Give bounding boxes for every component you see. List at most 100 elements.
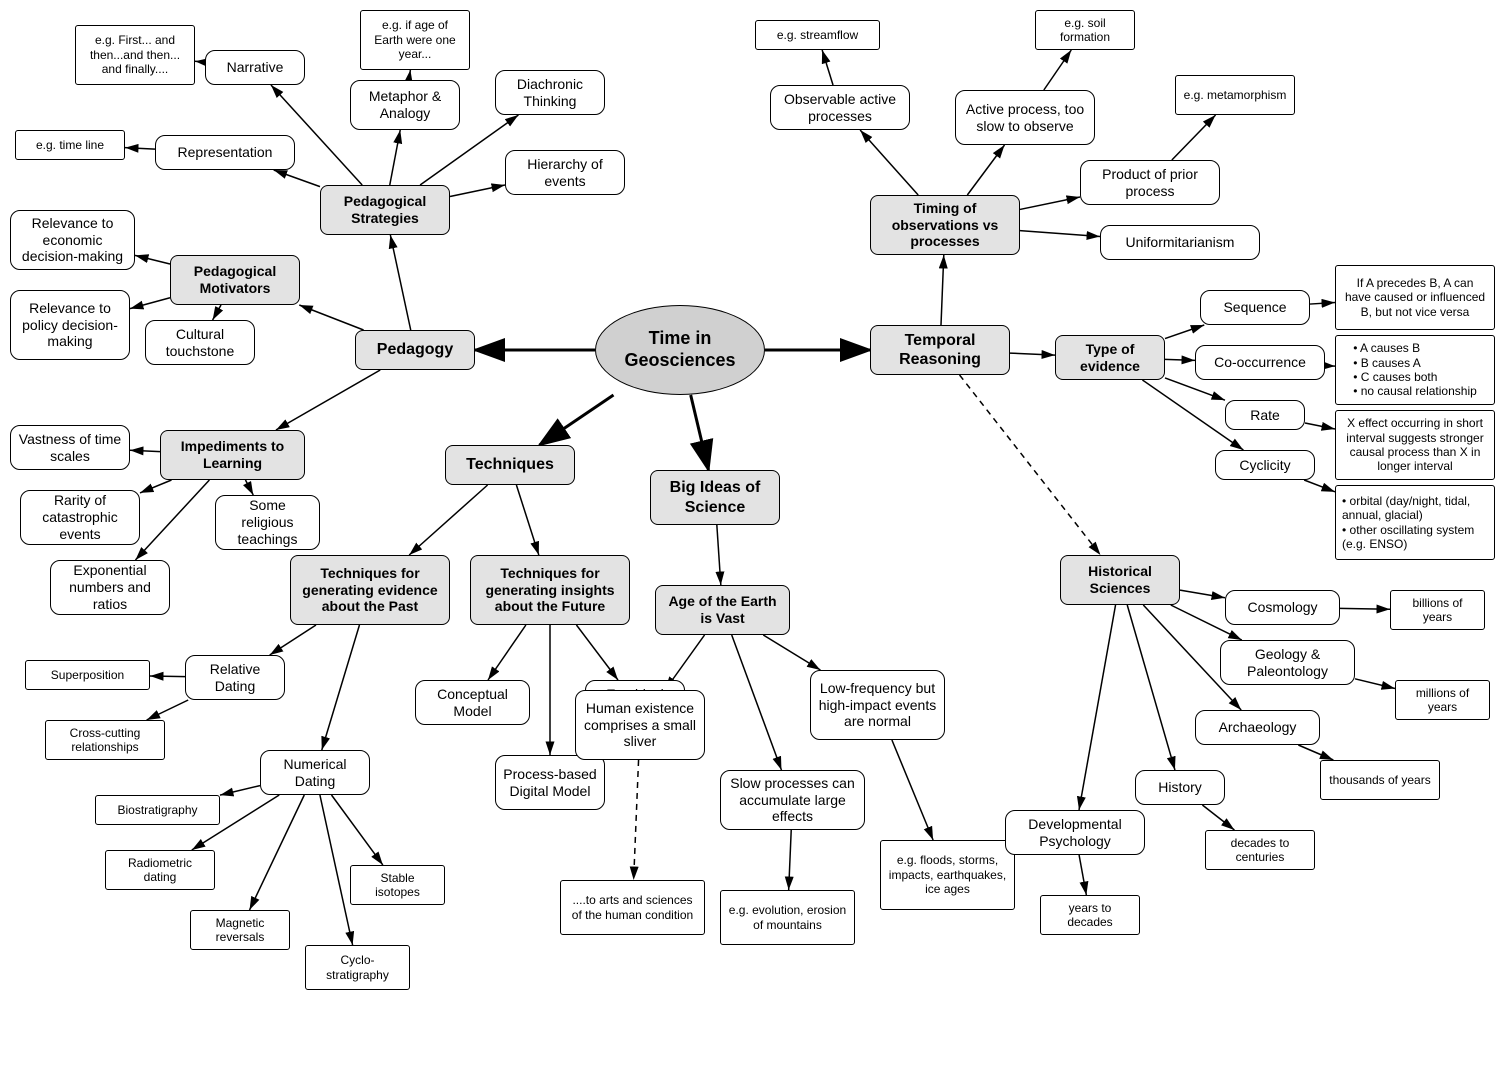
- node-eg_meta: e.g. metamorphism: [1175, 75, 1295, 115]
- edge-rel_dating-superpos: [150, 676, 185, 677]
- node-pedagogy: Pedagogy: [355, 330, 475, 370]
- node-active_slow: Active process, too slow to observe: [955, 90, 1095, 145]
- node-dec_cent: decades to centuries: [1205, 830, 1315, 870]
- node-cyc_note: • orbital (day/night, tidal, annual, gla…: [1335, 485, 1495, 560]
- edge-rate-rate_note: [1305, 423, 1335, 429]
- node-temporal: Temporal Reasoning: [870, 325, 1010, 375]
- node-religious: Some religious teachings: [215, 495, 320, 550]
- edge-product_prior-eg_meta: [1172, 115, 1216, 160]
- edge-timing-observable: [860, 130, 918, 195]
- edge-ped_strat-metaphor: [390, 130, 400, 185]
- edge-hist_sci-dev_psych: [1079, 605, 1116, 810]
- edge-type_ev-sequence: [1165, 325, 1204, 339]
- node-process_model: Process-based Digital Model: [495, 755, 605, 810]
- node-timing: Timing of observations vs processes: [870, 195, 1020, 255]
- node-thou_years: thousands of years: [1320, 760, 1440, 800]
- node-narrative: Narrative: [205, 50, 305, 85]
- edge-narrative-eg_first: [195, 61, 205, 62]
- node-diachronic: Diachronic Thinking: [495, 70, 605, 115]
- node-eg_evolution: e.g. evolution, erosion of mountains: [720, 890, 855, 945]
- node-rel_econ: Relevance to economic decision-making: [10, 210, 135, 270]
- edge-techniques-tech_future: [516, 485, 538, 555]
- edge-sequence-seq_note: [1310, 303, 1335, 305]
- edge-cyclicity-cyc_note: [1304, 480, 1335, 492]
- node-hist_sci: Historical Sciences: [1060, 555, 1180, 605]
- node-ped_strat: Pedagogical Strategies: [320, 185, 450, 235]
- node-cultural: Cultural touchstone: [145, 320, 255, 365]
- node-representation: Representation: [155, 135, 295, 170]
- edge-temporal-hist_sci: [960, 375, 1101, 555]
- node-isotopes: Stable isotopes: [350, 865, 445, 905]
- edge-num_dating-biostrat: [220, 786, 260, 796]
- edge-hub-bigideas: [691, 395, 709, 470]
- node-conceptual: Conceptual Model: [415, 680, 530, 725]
- edge-human_sliver-arts_human: [634, 760, 639, 880]
- node-biostrat: Biostratigraphy: [95, 795, 220, 825]
- node-lowfreq: Low-frequency but high-impact events are…: [810, 670, 945, 740]
- edge-hist_sci-history: [1127, 605, 1175, 770]
- node-hub: Time in Geosciences: [595, 305, 765, 395]
- edge-pedagogy-impediments: [276, 370, 380, 430]
- node-eg_first: e.g. First... and then...and then... and…: [75, 25, 195, 85]
- node-cooccur_note: • A causes B • B causes A • C causes bot…: [1335, 335, 1495, 405]
- node-hier_events: Hierarchy of events: [505, 150, 625, 195]
- edge-age_earth-slow_proc: [732, 635, 782, 770]
- node-type_ev: Type of evidence: [1055, 335, 1165, 380]
- node-cooccur: Co-occurrence: [1195, 345, 1325, 380]
- edge-slow_proc-eg_evolution: [789, 830, 792, 890]
- edge-pedagogy-ped_motiv: [299, 305, 363, 330]
- node-archaeo: Archaeology: [1195, 710, 1320, 745]
- edge-ped_motiv-rel_econ: [135, 255, 170, 264]
- edge-impediments-religious: [245, 480, 253, 495]
- edge-timing-active_slow: [967, 145, 1004, 195]
- edge-history-dec_cent: [1202, 805, 1234, 830]
- node-history: History: [1135, 770, 1225, 805]
- edge-ped_strat-hier_events: [450, 185, 505, 196]
- edge-num_dating-magnetic: [250, 795, 305, 910]
- edge-tech_future-conceptual: [488, 625, 526, 680]
- node-geo_paleo: Geology & Paleontology: [1220, 640, 1355, 685]
- edge-num_dating-cyclostrat: [320, 795, 353, 945]
- node-sequence: Sequence: [1200, 290, 1310, 325]
- node-eg_year: e.g. if age of Earth were one year...: [360, 10, 470, 70]
- edge-cosmo-bill_years: [1340, 608, 1390, 609]
- node-slow_proc: Slow processes can accumulate large effe…: [720, 770, 865, 830]
- node-cosmo: Cosmology: [1225, 590, 1340, 625]
- node-rel_policy: Relevance to policy decision-making: [10, 290, 130, 360]
- node-eg_stream: e.g. streamflow: [755, 20, 880, 50]
- edge-observable-eg_stream: [822, 50, 833, 85]
- concept-map-canvas: Time in Geosciences Pedagogy Pedagogical S…: [0, 0, 1500, 1068]
- edge-timing-product_prior: [1020, 197, 1080, 209]
- node-num_dating: Numerical Dating: [260, 750, 370, 795]
- node-tech_future: Techniques for generating insights about…: [470, 555, 630, 625]
- edge-representation-eg_timeline: [125, 148, 155, 149]
- node-observable: Observable active processes: [770, 85, 910, 130]
- node-magnetic: Magnetic reversals: [190, 910, 290, 950]
- node-rate: Rate: [1225, 400, 1305, 430]
- node-tech_past: Techniques for generating evidence about…: [290, 555, 450, 625]
- node-cyclicity: Cyclicity: [1215, 450, 1315, 480]
- node-techniques: Techniques: [445, 445, 575, 485]
- node-human_sliver: Human existence comprises a small sliver: [575, 690, 705, 760]
- edge-impediments-exponential: [135, 480, 209, 560]
- edge-temporal-type_ev: [1010, 353, 1055, 355]
- node-rarity: Rarity of catastrophic events: [20, 490, 140, 545]
- edge-metaphor-eg_year: [409, 70, 411, 80]
- edge-ped_motiv-cultural: [213, 305, 221, 320]
- edge-active_slow-eg_soil: [1044, 50, 1071, 90]
- edge-archaeo-thou_years: [1298, 745, 1333, 760]
- edge-num_dating-isotopes: [332, 795, 383, 865]
- node-bill_years: billions of years: [1390, 590, 1485, 630]
- node-impediments: Impediments to Learning: [160, 430, 305, 480]
- node-dev_psych: Developmental Psychology: [1005, 810, 1145, 855]
- edge-bigideas-age_earth: [717, 525, 721, 585]
- node-superpos: Superposition: [25, 660, 150, 690]
- node-seq_note: If A precedes B, A can have caused or in…: [1335, 265, 1495, 330]
- edge-hist_sci-cosmo: [1180, 590, 1225, 598]
- edge-timing-uniform: [1020, 231, 1100, 237]
- edge-type_ev-cooccur: [1165, 359, 1195, 360]
- edge-age_earth-lowfreq: [763, 635, 820, 670]
- node-cyclostrat: Cyclo-stratigraphy: [305, 945, 410, 990]
- edge-tech_past-num_dating: [322, 625, 360, 750]
- node-arts_human: ....to arts and sciences of the human co…: [560, 880, 705, 935]
